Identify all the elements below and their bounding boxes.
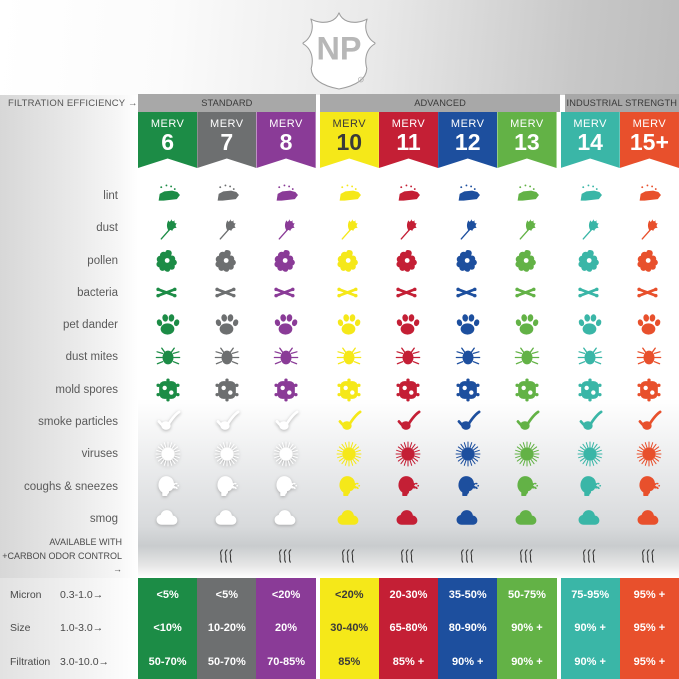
svg-text:NP: NP bbox=[317, 31, 362, 67]
svg-text:R: R bbox=[360, 78, 362, 82]
